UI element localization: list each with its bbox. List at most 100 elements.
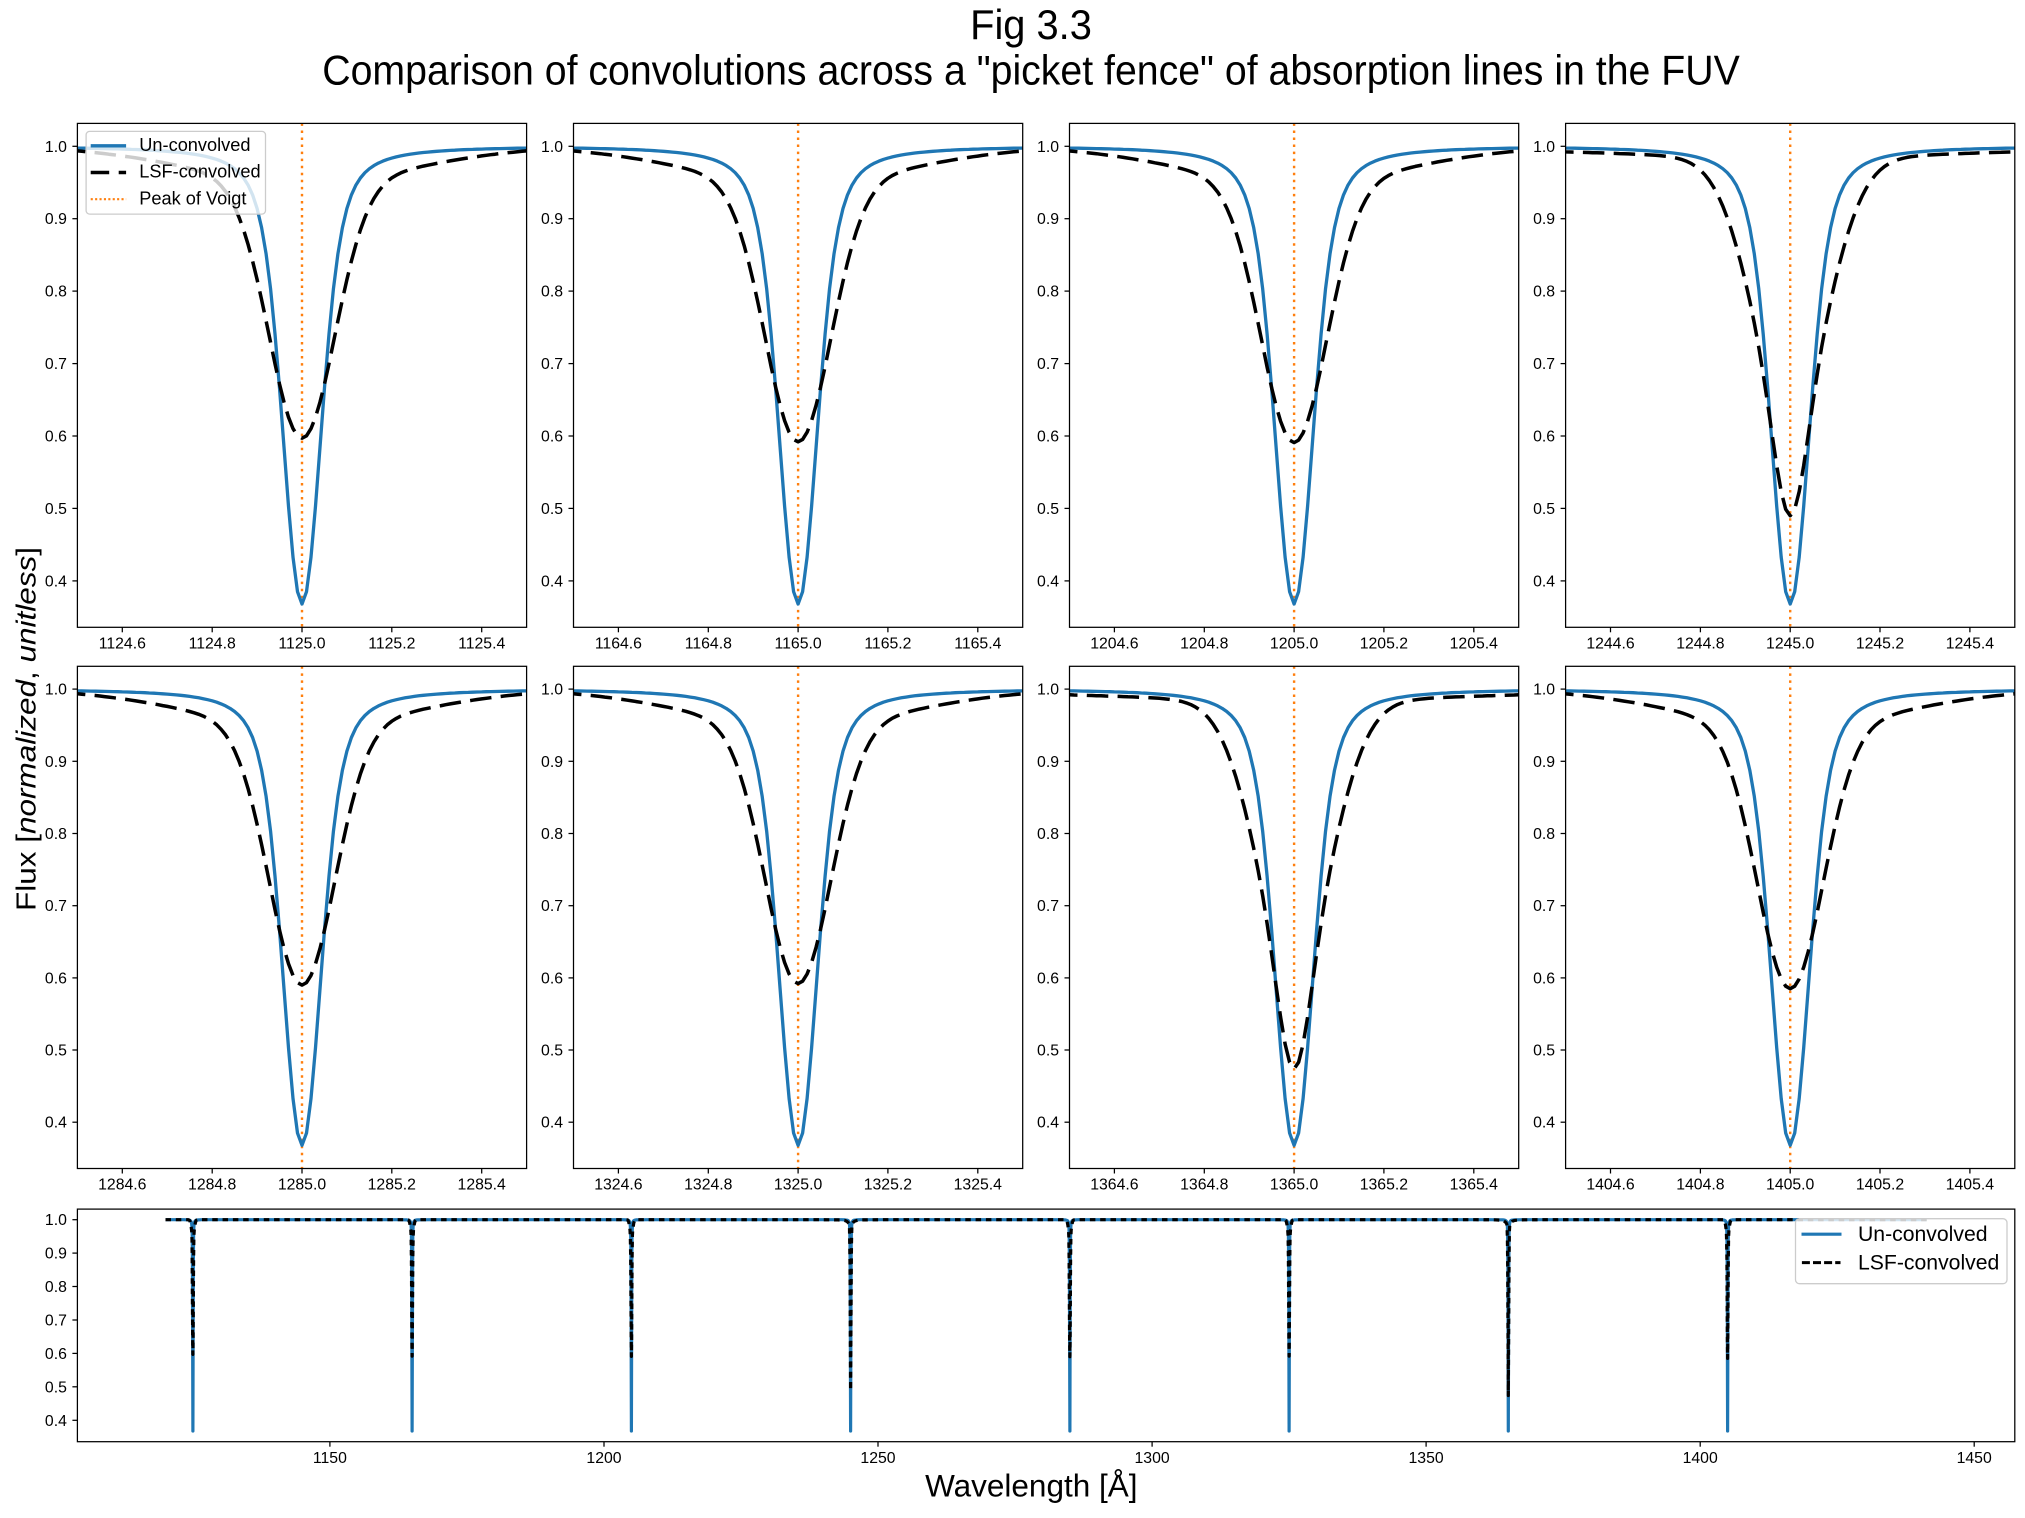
svg-text:Fig 3.3: Fig 3.3 <box>970 2 1092 48</box>
svg-text:1164.6: 1164.6 <box>595 635 642 652</box>
svg-text:0.7: 0.7 <box>541 356 563 373</box>
svg-text:1.0: 1.0 <box>1533 682 1555 699</box>
svg-text:1245.4: 1245.4 <box>1946 635 1995 652</box>
svg-text:0.8: 0.8 <box>541 826 563 843</box>
svg-text:0.6: 0.6 <box>45 429 67 446</box>
svg-text:Comparison of convolutions acr: Comparison of convolutions across a "pic… <box>322 47 1740 93</box>
svg-text:0.4: 0.4 <box>45 1115 67 1132</box>
svg-text:1405.2: 1405.2 <box>1856 1177 1904 1194</box>
svg-text:0.6: 0.6 <box>45 970 67 987</box>
svg-text:0.5: 0.5 <box>1533 1043 1555 1060</box>
svg-text:1.0: 1.0 <box>45 682 67 699</box>
svg-text:0.4: 0.4 <box>1533 573 1555 590</box>
svg-text:0.4: 0.4 <box>1037 573 1059 590</box>
svg-text:0.8: 0.8 <box>45 1279 67 1296</box>
svg-text:1125.4: 1125.4 <box>458 635 505 652</box>
svg-text:1405.0: 1405.0 <box>1766 1177 1815 1194</box>
svg-text:0.8: 0.8 <box>541 284 563 301</box>
svg-text:1200: 1200 <box>586 1450 621 1467</box>
svg-text:LSF-convolved: LSF-convolved <box>1858 1251 1999 1274</box>
svg-text:1.0: 1.0 <box>541 139 563 156</box>
svg-text:1365.0: 1365.0 <box>1270 1177 1319 1194</box>
svg-text:0.8: 0.8 <box>1533 284 1555 301</box>
svg-text:1325.4: 1325.4 <box>954 1177 1003 1194</box>
svg-text:1285.2: 1285.2 <box>368 1177 416 1194</box>
svg-text:1450: 1450 <box>1957 1450 1992 1467</box>
svg-text:1324.6: 1324.6 <box>594 1177 643 1194</box>
svg-text:0.8: 0.8 <box>45 826 67 843</box>
svg-text:0.6: 0.6 <box>1533 970 1555 987</box>
svg-text:1125.2: 1125.2 <box>368 635 415 652</box>
svg-text:0.4: 0.4 <box>1037 1115 1059 1132</box>
svg-text:1285.0: 1285.0 <box>278 1177 327 1194</box>
svg-text:1165.2: 1165.2 <box>864 635 911 652</box>
svg-text:0.4: 0.4 <box>45 1413 67 1430</box>
svg-text:0.5: 0.5 <box>541 1043 563 1060</box>
svg-text:0.9: 0.9 <box>45 754 67 771</box>
svg-text:0.6: 0.6 <box>541 429 563 446</box>
svg-text:1244.8: 1244.8 <box>1676 635 1725 652</box>
svg-text:0.9: 0.9 <box>541 754 563 771</box>
svg-text:1.0: 1.0 <box>45 1212 67 1229</box>
svg-text:0.6: 0.6 <box>1037 970 1059 987</box>
svg-text:1.0: 1.0 <box>1533 139 1555 156</box>
svg-text:1205.2: 1205.2 <box>1360 635 1408 652</box>
svg-text:1204.8: 1204.8 <box>1180 635 1229 652</box>
svg-text:1300: 1300 <box>1135 1450 1170 1467</box>
svg-text:1244.6: 1244.6 <box>1586 635 1635 652</box>
svg-text:1.0: 1.0 <box>541 682 563 699</box>
svg-text:0.5: 0.5 <box>1037 1043 1059 1060</box>
svg-text:1364.8: 1364.8 <box>1180 1177 1229 1194</box>
svg-text:0.7: 0.7 <box>1037 356 1059 373</box>
svg-text:0.5: 0.5 <box>1037 501 1059 518</box>
svg-text:1124.6: 1124.6 <box>99 635 146 652</box>
svg-text:0.4: 0.4 <box>1533 1115 1555 1132</box>
svg-text:0.5: 0.5 <box>45 501 67 518</box>
svg-text:LSF-convolved: LSF-convolved <box>139 162 260 182</box>
svg-text:0.7: 0.7 <box>45 898 67 915</box>
svg-text:0.4: 0.4 <box>541 573 563 590</box>
svg-text:0.9: 0.9 <box>541 211 563 228</box>
svg-text:1205.4: 1205.4 <box>1450 635 1499 652</box>
svg-text:0.7: 0.7 <box>45 356 67 373</box>
svg-text:0.8: 0.8 <box>1533 826 1555 843</box>
svg-text:1404.6: 1404.6 <box>1586 1177 1635 1194</box>
svg-text:0.9: 0.9 <box>1037 754 1059 771</box>
svg-text:0.5: 0.5 <box>45 1379 67 1396</box>
svg-text:0.5: 0.5 <box>1533 501 1555 518</box>
svg-text:1245.2: 1245.2 <box>1856 635 1904 652</box>
svg-text:1245.0: 1245.0 <box>1766 635 1815 652</box>
svg-text:1364.6: 1364.6 <box>1090 1177 1139 1194</box>
svg-text:1125.0: 1125.0 <box>278 635 325 652</box>
svg-text:1285.4: 1285.4 <box>458 1177 507 1194</box>
svg-text:0.8: 0.8 <box>1037 284 1059 301</box>
svg-text:0.4: 0.4 <box>45 573 67 590</box>
svg-text:1.0: 1.0 <box>1037 139 1059 156</box>
svg-text:1325.2: 1325.2 <box>864 1177 912 1194</box>
svg-text:Un-convolved: Un-convolved <box>1858 1223 1988 1246</box>
svg-text:1324.8: 1324.8 <box>684 1177 733 1194</box>
svg-text:0.7: 0.7 <box>1533 898 1555 915</box>
svg-text:Flux [normalized, unitless]: Flux [normalized, unitless] <box>11 547 42 911</box>
svg-text:0.9: 0.9 <box>1533 754 1555 771</box>
svg-text:0.4: 0.4 <box>541 1115 563 1132</box>
svg-text:0.7: 0.7 <box>541 898 563 915</box>
svg-text:0.9: 0.9 <box>1037 211 1059 228</box>
svg-text:1150: 1150 <box>313 1450 347 1467</box>
svg-text:0.7: 0.7 <box>45 1313 67 1330</box>
svg-text:1284.8: 1284.8 <box>188 1177 237 1194</box>
svg-text:0.6: 0.6 <box>1037 429 1059 446</box>
svg-text:0.6: 0.6 <box>45 1346 67 1363</box>
svg-text:1164.8: 1164.8 <box>685 635 732 652</box>
svg-text:1404.8: 1404.8 <box>1676 1177 1725 1194</box>
svg-text:1405.4: 1405.4 <box>1946 1177 1995 1194</box>
svg-text:1124.8: 1124.8 <box>189 635 236 652</box>
svg-text:0.9: 0.9 <box>45 1246 67 1263</box>
svg-text:Wavelength [Å]: Wavelength [Å] <box>925 1468 1137 1504</box>
svg-text:0.8: 0.8 <box>45 284 67 301</box>
svg-text:Peak of Voigt: Peak of Voigt <box>139 188 246 208</box>
svg-text:1325.0: 1325.0 <box>774 1177 823 1194</box>
svg-text:0.6: 0.6 <box>1533 429 1555 446</box>
svg-text:1365.2: 1365.2 <box>1360 1177 1408 1194</box>
svg-text:1.0: 1.0 <box>1037 682 1059 699</box>
